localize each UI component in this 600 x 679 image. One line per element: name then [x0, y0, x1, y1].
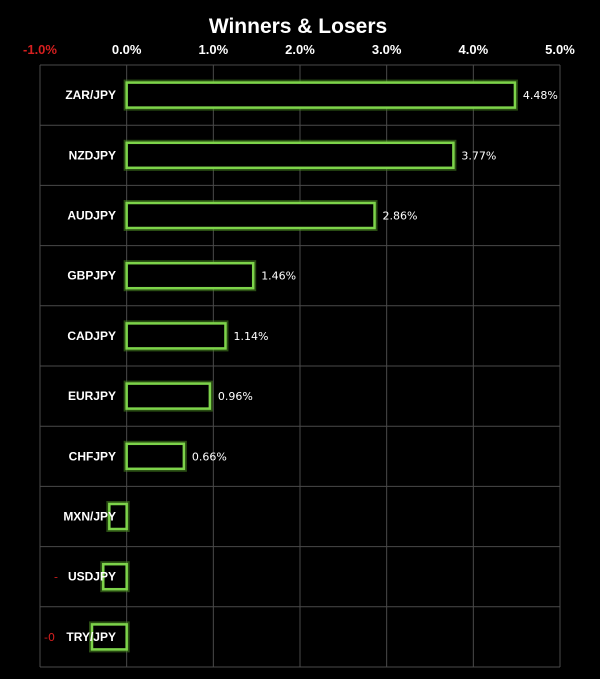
bar — [125, 382, 212, 410]
value-label: 1.14% — [233, 330, 268, 343]
category-label: CHFJPY — [69, 449, 116, 463]
bar — [102, 562, 128, 591]
bar — [125, 81, 517, 109]
x-axis-ticks: -1.0% 0.0% 1.0% 2.0% 3.0% 4.0% 5.0% — [23, 42, 575, 57]
x-tick-label: 0.0% — [112, 42, 142, 57]
value-label: 2.86% — [383, 210, 418, 223]
value-label: 0.96% — [218, 390, 253, 403]
x-tick-label: 3.0% — [372, 42, 402, 57]
category-label: TRY/JPY — [66, 630, 116, 644]
bar — [90, 623, 128, 651]
category-label: CADJPY — [67, 329, 116, 343]
value-label: 3.77% — [461, 149, 496, 162]
x-tick-label: 5.0% — [545, 42, 575, 57]
grid-layer — [39, 64, 561, 668]
value-labels: 4.48% 3.77% 2.86% 1.46% 1.14% 0.96% 0.66% - -0 — [44, 89, 558, 644]
bar — [125, 261, 255, 290]
bar — [108, 502, 128, 531]
x-tick-label: 2.0% — [285, 42, 315, 57]
x-tick-label: -1.0% — [23, 42, 57, 57]
category-label: USDJPY — [68, 570, 116, 584]
x-tick-label: 4.0% — [459, 42, 489, 57]
bar — [125, 201, 376, 230]
category-label: GBPJPY — [67, 269, 116, 283]
bar — [125, 141, 455, 170]
value-label: 4.48% — [523, 89, 558, 102]
value-label: - — [54, 571, 58, 584]
category-label: AUDJPY — [67, 209, 116, 223]
chart-title: Winners & Losers — [209, 15, 387, 38]
category-label: NZDJPY — [69, 148, 116, 162]
bar — [125, 442, 186, 471]
value-label: 1.46% — [261, 270, 296, 283]
category-label: EURJPY — [68, 389, 116, 403]
value-label: -0 — [44, 631, 55, 644]
category-labels: ZAR/JPY NZDJPY AUDJPY GBPJPY CADJPY EURJPY CHF… — [63, 88, 116, 644]
category-label: ZAR/JPY — [65, 88, 116, 102]
x-tick-label: 1.0% — [199, 42, 229, 57]
bar — [125, 322, 227, 350]
bars — [89, 79, 518, 653]
category-label: MXN/JPY — [63, 510, 116, 524]
value-label: 0.66% — [192, 450, 227, 463]
